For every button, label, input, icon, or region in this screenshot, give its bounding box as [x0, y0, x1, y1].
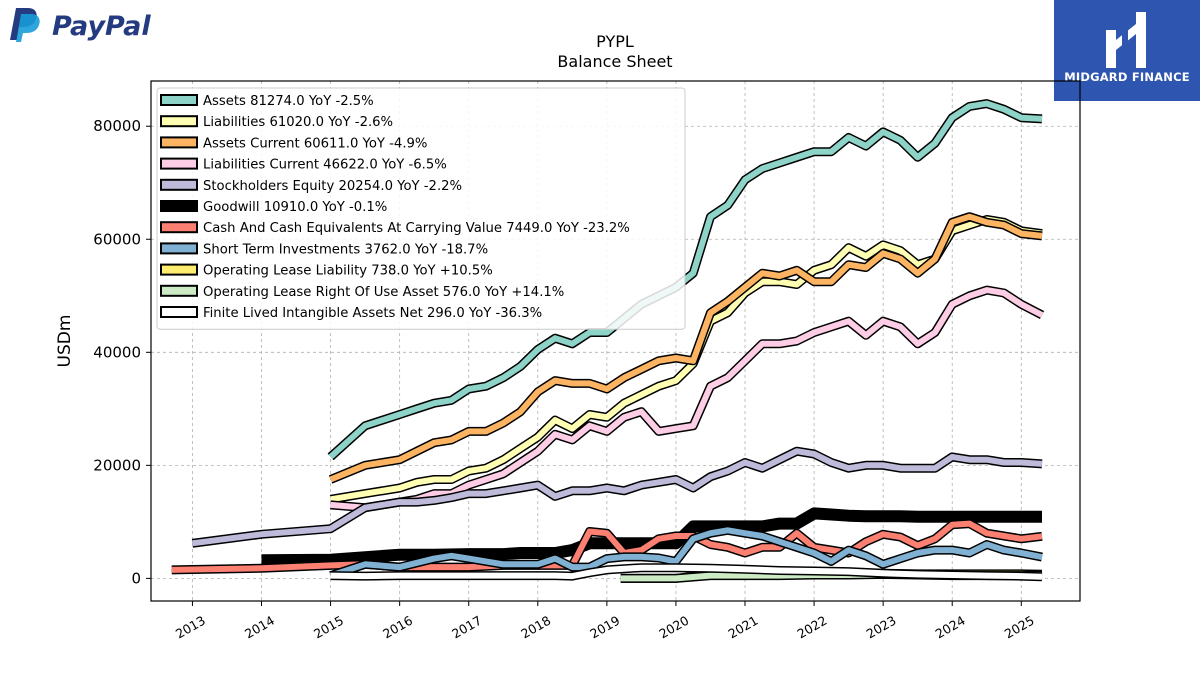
series-line-10 [330, 564, 1043, 580]
y-tick-label: 40000 [93, 343, 141, 361]
legend-label-0: Assets 81274.0 YoY -2.5% [203, 94, 374, 109]
x-tick-label: 2019 [587, 613, 622, 642]
x-tick-label: 2014 [242, 613, 277, 642]
legend: Assets 81274.0 YoY -2.5% Liabilities 6102… [156, 87, 686, 330]
legend-label-4: Stockholders Equity 20254.0 YoY -2.2% [203, 179, 462, 194]
y-tick-label: 0 [131, 569, 141, 587]
x-tick-label: 2018 [518, 613, 553, 642]
legend-label-9: Operating Lease Right Of Use Asset 576.0… [203, 285, 564, 300]
y-tick-label: 80000 [93, 117, 141, 135]
series-line-4 [192, 448, 1043, 547]
x-tick-label: 2013 [173, 613, 208, 642]
series-line-3 [330, 287, 1044, 511]
legend-label-5: Goodwill 10910.0 YoY -0.1% [203, 200, 387, 215]
plot-frame [150, 80, 1081, 602]
legend-swatch-7 [160, 242, 198, 255]
x-tick-label: 2017 [449, 613, 484, 642]
legend-swatch-5 [160, 200, 198, 212]
legend-swatch-6 [160, 221, 198, 234]
y-tick-label: 20000 [93, 456, 141, 474]
legend-swatch-3 [160, 157, 198, 170]
legend-swatch-2 [160, 136, 198, 149]
legend-label-10: Finite Lived Intangible Assets Net 296.0… [203, 306, 542, 321]
legend-box [156, 87, 686, 330]
legend-label-1: Liabilities 61020.0 YoY -2.6% [203, 115, 393, 130]
x-tick-label: 2020 [656, 613, 691, 642]
legend-label-8: Operating Lease Liability 738.0 YoY +10.… [203, 264, 493, 279]
legend-swatch-8 [160, 263, 198, 276]
legend-label-6: Cash And Cash Equivalents At Carrying Va… [203, 221, 630, 236]
legend-label-3: Liabilities Current 46622.0 YoY -6.5% [203, 158, 447, 173]
legend-swatch-0 [160, 94, 198, 106]
midgard-finance-logo: MIDGARD FINANCE [1054, 0, 1200, 101]
y-axis-label: USDm [55, 315, 75, 368]
paypal-logo: PayPal [6, 4, 166, 46]
legend-label-2: Assets Current 60611.0 YoY -4.9% [203, 136, 427, 151]
x-tick-label: 2016 [380, 613, 415, 642]
x-tick-label: 2015 [311, 613, 346, 642]
legend-swatch-1 [160, 115, 198, 128]
series-line-2 [329, 213, 1043, 483]
series-line-7 [329, 527, 1043, 579]
legend-label-7: Short Term Investments 3762.0 YoY -18.7% [203, 242, 488, 257]
chart-subtitle: Balance Sheet [557, 52, 673, 71]
x-tick-label: 2024 [933, 613, 968, 642]
midgard-mark-icon [1106, 12, 1146, 68]
x-tick-label: 2021 [725, 613, 760, 642]
x-tick-label: 2023 [864, 613, 899, 642]
legend-swatch-9 [160, 284, 198, 297]
chart-title: PYPL [596, 32, 634, 51]
series-line-6 [171, 520, 1043, 573]
legend-swatch-10 [160, 306, 198, 318]
series-group [171, 99, 1045, 583]
brand-right-text: MIDGARD FINANCE [1064, 70, 1190, 84]
x-tick-label: 2025 [1002, 613, 1037, 642]
x-tick-label: 2022 [795, 613, 830, 642]
y-tick-label: 60000 [93, 230, 141, 248]
legend-swatch-4 [160, 178, 198, 191]
brand-left-text: PayPal [52, 11, 151, 42]
series-line-0 [328, 100, 1043, 460]
